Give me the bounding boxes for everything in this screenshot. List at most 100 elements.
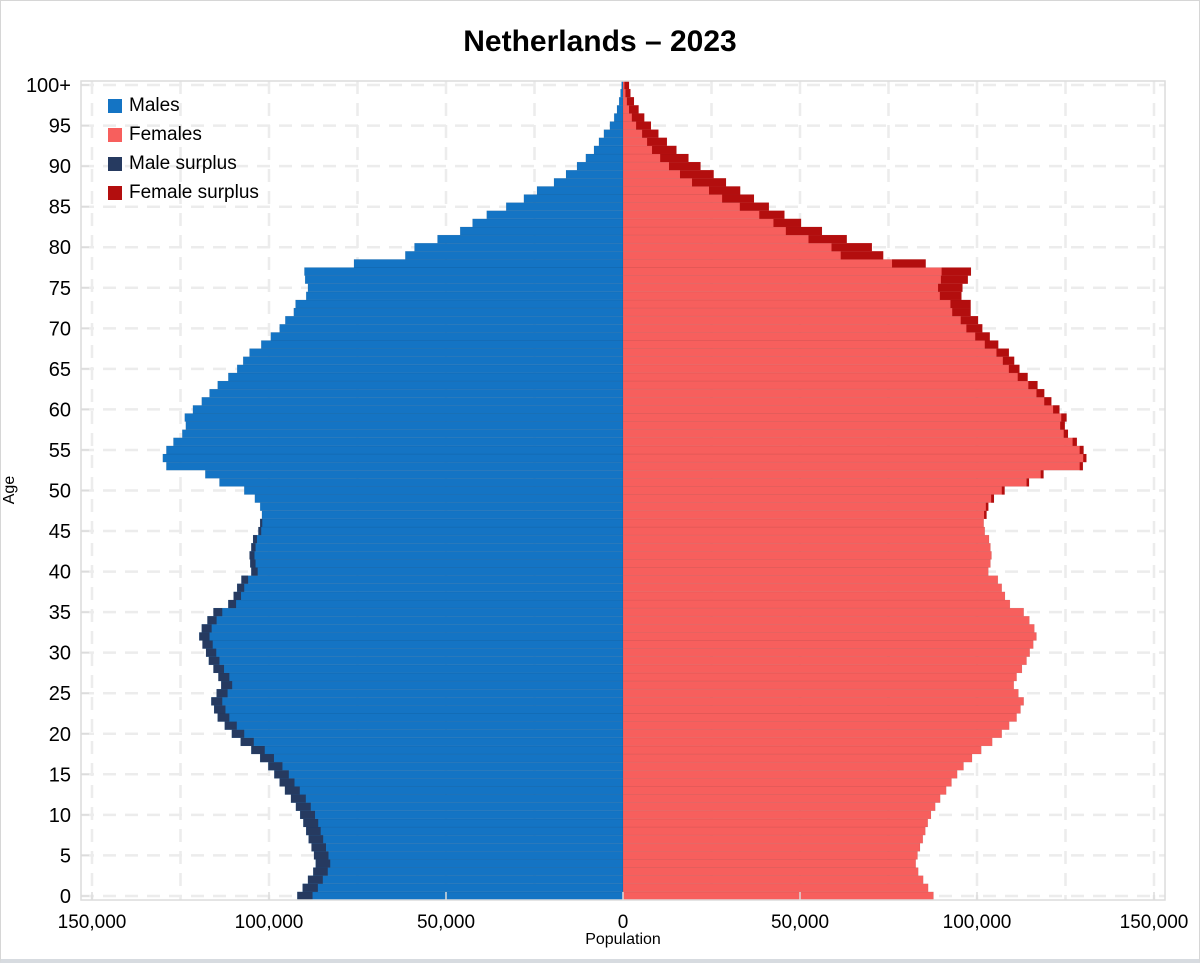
pyramid-bar-male-age-83 bbox=[472, 218, 624, 228]
pyramid-bar-male-age-40 bbox=[251, 567, 624, 576]
pyramid-bar-male-age-86 bbox=[523, 194, 624, 203]
pyramid-bar-male-age-91 bbox=[585, 153, 624, 163]
pyramid-bar-male-age-87 bbox=[536, 186, 624, 195]
pyramid-bar-female-age-54 bbox=[622, 453, 1087, 463]
pyramid-bar-female-surplus-age-60 bbox=[1053, 405, 1060, 414]
pyramid-bar-male-age-60 bbox=[192, 405, 624, 414]
pyramid-bar-male-surplus-age-8 bbox=[306, 827, 321, 836]
pyramid-bar-female-age-62 bbox=[622, 388, 1045, 398]
pyramid-bar-female-surplus-age-80 bbox=[831, 243, 872, 252]
pyramid-bar-female-age-41 bbox=[622, 559, 991, 568]
pyramid-bar-male-age-95 bbox=[609, 121, 624, 130]
pyramid-bar-male-age-50 bbox=[243, 486, 624, 495]
pyramid-bar-male-age-93 bbox=[598, 137, 624, 147]
pyramid-bar-male-surplus-age-27 bbox=[218, 672, 230, 682]
pyramid-bar-male-age-54 bbox=[162, 453, 624, 463]
y-tick-label-85: 85 bbox=[49, 197, 71, 219]
pyramid-bar-male-surplus-age-44 bbox=[253, 535, 257, 544]
pyramid-bar-female-age-43 bbox=[622, 542, 991, 552]
pyramid-bar-female-age-5 bbox=[622, 851, 918, 860]
pyramid-bar-male-age-4 bbox=[315, 859, 624, 868]
pyramid-bar-female-age-12 bbox=[622, 794, 941, 803]
pyramid-bar-male-age-90 bbox=[576, 161, 624, 171]
y-tick-label-25: 25 bbox=[49, 683, 71, 705]
pyramid-bar-female-age-28 bbox=[622, 664, 1023, 674]
pyramid-bar-male-age-35 bbox=[213, 607, 624, 617]
pyramid-bar-female-age-32 bbox=[622, 632, 1037, 641]
pyramid-bar-male-surplus-age-30 bbox=[205, 648, 217, 657]
pyramid-bar-male-age-57 bbox=[182, 429, 624, 439]
pyramid-bar-female-age-73 bbox=[622, 299, 971, 309]
pyramid-bar-female-surplus-age-92 bbox=[652, 145, 677, 154]
pyramid-bar-female-surplus-age-71 bbox=[960, 316, 979, 325]
legend-item-males: Males bbox=[108, 91, 259, 120]
pyramid-bar-male-surplus-age-5 bbox=[313, 851, 329, 860]
pyramid-bar-female-age-48 bbox=[622, 502, 989, 512]
pyramid-bar-female-surplus-age-78 bbox=[892, 259, 926, 268]
pyramid-bar-male-age-28 bbox=[213, 664, 624, 674]
pyramid-bar-male-surplus-age-3 bbox=[313, 867, 328, 876]
pyramid-bar-male-age-14 bbox=[279, 778, 624, 787]
y-tick-label-20: 20 bbox=[49, 724, 71, 746]
pyramid-bar-male-age-32 bbox=[199, 632, 624, 641]
pyramid-bar-male-age-80 bbox=[414, 242, 624, 252]
pyramid-bar-male-age-85 bbox=[505, 202, 624, 211]
pyramid-bar-male-surplus-age-10 bbox=[300, 810, 316, 819]
pyramid-bar-male-age-8 bbox=[305, 826, 624, 836]
pyramid-bar-male-age-68 bbox=[260, 340, 624, 349]
pyramid-bar-female-age-18 bbox=[622, 745, 982, 755]
pyramid-bar-male-surplus-age-33 bbox=[201, 624, 212, 633]
pyramid-bar-female-age-23 bbox=[622, 705, 1021, 714]
pyramid-bar-female-age-46 bbox=[622, 518, 984, 528]
pyramid-bar-female-age-8 bbox=[622, 826, 926, 836]
pyramid-bar-male-age-26 bbox=[220, 680, 624, 690]
x-tick-label-4: 50,000 bbox=[771, 912, 829, 933]
pyramid-bar-female-age-78 bbox=[622, 259, 926, 268]
pyramid-bar-male-age-12 bbox=[290, 794, 624, 803]
pyramid-bar-male-age-63 bbox=[217, 380, 624, 390]
pyramid-bar-female-age-75 bbox=[622, 283, 963, 293]
pyramid-bar-female-age-72 bbox=[622, 307, 971, 317]
pyramid-bar-male-surplus-age-16 bbox=[268, 762, 283, 771]
pyramid-bar-female-surplus-age-70 bbox=[966, 324, 983, 333]
pyramid-bar-male-surplus-age-1 bbox=[302, 883, 318, 892]
pyramid-bar-female-age-7 bbox=[622, 834, 924, 844]
pyramid-bar-male-age-21 bbox=[224, 721, 624, 730]
pyramid-bar-female-surplus-age-57 bbox=[1063, 429, 1068, 438]
pyramid-bar-female-surplus-age-76 bbox=[940, 275, 968, 284]
pyramid-bar-male-age-42 bbox=[249, 551, 624, 560]
pyramid-bar-female-surplus-age-66 bbox=[1002, 356, 1015, 365]
pyramid-bar-male-age-81 bbox=[437, 234, 624, 244]
pyramid-bar-female-age-17 bbox=[622, 753, 973, 763]
pyramid-bar-male-age-13 bbox=[284, 786, 624, 795]
pyramid-bar-female-age-50 bbox=[622, 486, 1005, 495]
pyramid-bar-female-age-63 bbox=[622, 380, 1038, 390]
pyramid-bar-male-age-20 bbox=[231, 729, 624, 739]
pyramid-bar-female-age-74 bbox=[622, 291, 962, 301]
y-tick-label-95: 95 bbox=[49, 116, 71, 138]
pyramid-bar-male-surplus-age-7 bbox=[308, 835, 324, 844]
pyramid-bar-female-age-65 bbox=[622, 364, 1020, 374]
pyramid-bar-female-surplus-age-64 bbox=[1017, 372, 1028, 382]
pyramid-bar-female-age-55 bbox=[622, 445, 1084, 455]
pyramid-bar-female-age-61 bbox=[622, 396, 1052, 406]
pyramid-bar-female-surplus-age-82 bbox=[785, 226, 822, 236]
pyramid-bar-male-age-45 bbox=[258, 526, 624, 536]
pyramid-bar-female-age-51 bbox=[622, 478, 1030, 487]
pyramid-bar-female-age-0 bbox=[622, 891, 934, 901]
pyramid-bar-male-age-70 bbox=[279, 324, 624, 333]
pyramid-bar-female-age-70 bbox=[622, 324, 983, 333]
pyramid-bar-male-surplus-age-11 bbox=[295, 802, 311, 811]
pyramid-bar-male-age-23 bbox=[213, 705, 624, 714]
y-tick-label-65: 65 bbox=[49, 359, 71, 381]
pyramid-bar-male-surplus-age-21 bbox=[224, 721, 237, 730]
pyramid-bar-male-age-10 bbox=[299, 810, 624, 820]
pyramid-bar-female-age-71 bbox=[622, 315, 979, 325]
pyramid-bar-female-surplus-age-84 bbox=[759, 210, 785, 219]
x-tick-label-2: 50,000 bbox=[417, 912, 475, 933]
x-tick-label-0: 150,000 bbox=[58, 912, 127, 933]
pyramid-bar-male-age-39 bbox=[241, 575, 624, 585]
pyramid-bar-female-age-57 bbox=[622, 429, 1069, 439]
pyramid-bar-female-age-22 bbox=[622, 713, 1017, 722]
